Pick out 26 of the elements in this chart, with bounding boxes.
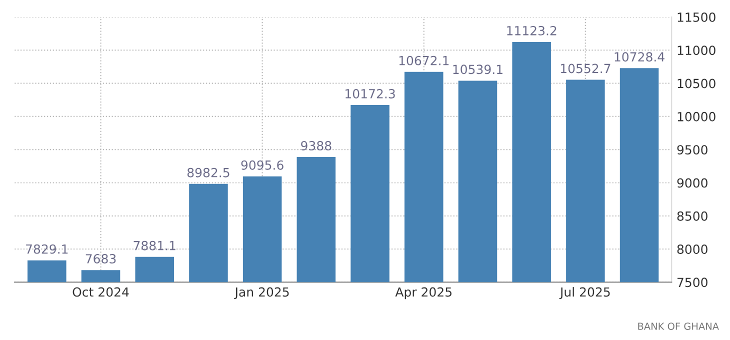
data-label: 8982.5 bbox=[187, 168, 230, 178]
x-tick-label: Apr 2025 bbox=[395, 287, 452, 300]
x-tick-label: Jan 2025 bbox=[234, 287, 289, 300]
y-tick-label: 8500 bbox=[677, 211, 708, 221]
data-label: 10539.1 bbox=[453, 64, 502, 74]
data-label: 10728.4 bbox=[614, 52, 664, 62]
x-tick-label: Oct 2024 bbox=[72, 287, 129, 297]
x-tick-label: Jul 2025 bbox=[559, 287, 610, 300]
y-tick-label: 9000 bbox=[677, 178, 708, 188]
y-tick-label: 8000 bbox=[677, 244, 708, 254]
y-tick-label: 7500 bbox=[677, 278, 708, 288]
data-label: 10172.3 bbox=[346, 88, 395, 98]
data-label: 10672.1 bbox=[399, 56, 449, 66]
data-label: 7683 bbox=[86, 254, 116, 264]
y-tick-label: 11000 bbox=[678, 46, 716, 56]
data-label: 7829.1 bbox=[26, 244, 68, 254]
data-label: 9095.6 bbox=[241, 160, 284, 170]
data-label: 9388 bbox=[301, 140, 332, 150]
data-label: 7881.1 bbox=[134, 240, 176, 250]
data-label: 10552.7 bbox=[560, 64, 610, 74]
y-tick-label: 10500 bbox=[678, 78, 716, 88]
y-tick-label: 11500 bbox=[678, 12, 716, 22]
y-tick-label: 9500 bbox=[677, 145, 708, 155]
text: BANK OF GHANA bbox=[638, 322, 719, 330]
data-label: 11123.2 bbox=[507, 26, 556, 36]
y-tick-label: 10000 bbox=[678, 112, 716, 122]
